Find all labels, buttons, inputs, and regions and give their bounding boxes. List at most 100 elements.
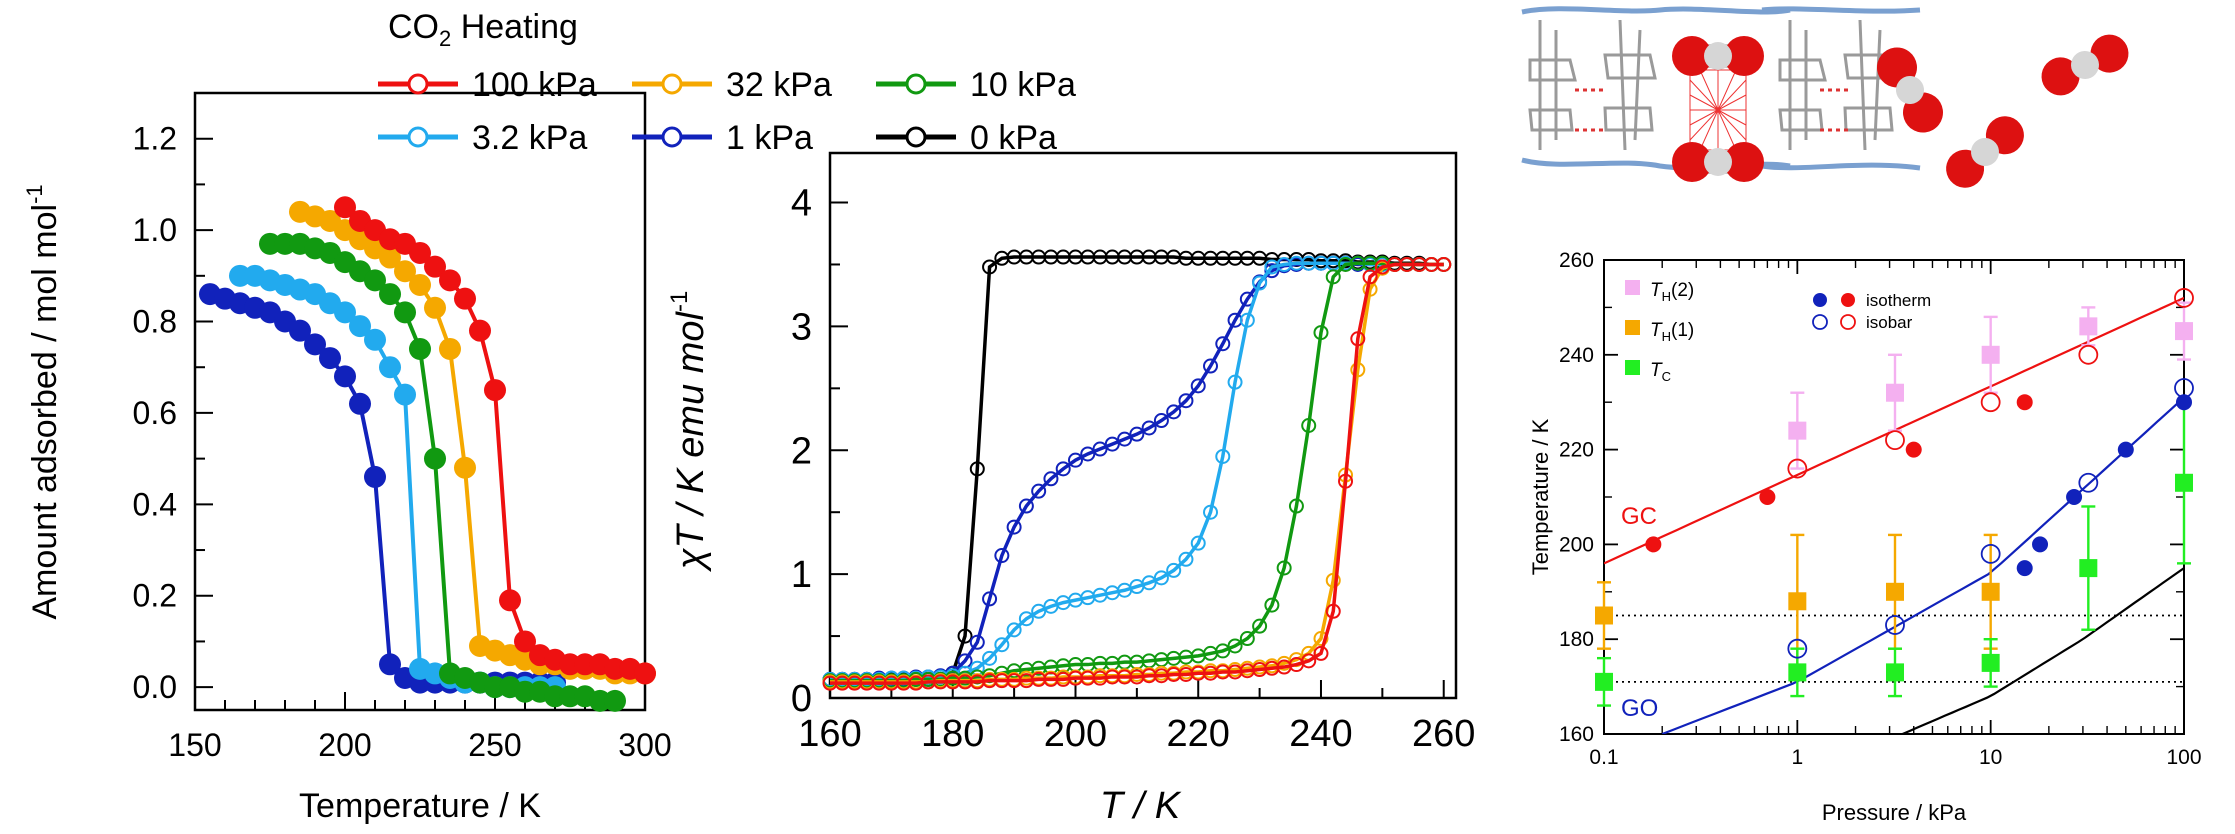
chit-data-point [1325,269,1341,285]
isobar-point [1787,638,1808,659]
adsorption-data-point [289,319,311,342]
legend-marker [407,73,429,95]
y-tick-label: 0.6 [133,395,177,431]
chit-data-point [994,637,1010,653]
adsorption-data-point [454,456,476,479]
chit-data-point [994,548,1010,564]
adsorption-data-point [319,347,341,370]
chit-data-point [982,591,998,607]
chit-data-point [969,461,985,477]
hydrogen-bonds [1575,88,1848,132]
legend-title: CO2 Heating [388,8,578,51]
phase-square-point [1981,345,2000,364]
chit-data-point [1141,575,1157,591]
isobar-point [1787,458,1808,479]
co2-density-mesh [1689,69,1747,151]
adsorption-series-line [240,273,555,690]
chit-data-point [1031,483,1047,499]
chit-data-point [1276,560,1292,576]
isobar-point [1885,430,1905,451]
isotherm-point [2176,394,2192,411]
chit-data-point [1227,374,1243,390]
fit-line [1661,396,2184,734]
adsorption-data-point [379,283,401,306]
isobar-point [2174,378,2194,398]
legend-label: 3.2 kPa [472,119,587,157]
chit-data-point [1252,275,1268,291]
th1-legend-marker [1625,320,1640,335]
adsorption-data-point [514,630,536,653]
isobar-point [1885,615,1905,635]
phase-diagram-chart: 0.1 1 10 100 160 180 200 220 240 260 Temperature … [1528,249,2202,825]
chit-data-point [1043,471,1059,487]
chit-data-point [1018,611,1034,627]
x-tick-label: 200 [318,727,371,763]
adsorption-data-point [439,337,461,360]
y-tick-label: 2 [791,430,812,472]
chit-data-point [1227,638,1243,654]
chit-chart: 160 180 200 220 240 260 0 1 2 3 4 χT / K emu mol-1… [666,151,1476,827]
isotherm-legend-label: isotherm [1866,291,1931,310]
isobar-point [2174,288,2194,308]
y-tick-label: 0.2 [133,578,177,614]
adsorption-data-point [409,337,431,360]
legend-label: 10 kPa [970,66,1076,104]
chit-data-point [1301,418,1317,433]
adsorption-data-point [394,301,416,324]
adsorption-data-point [334,365,356,388]
organic-linkers [1528,19,1897,151]
y-tick-label: 260 [1559,249,1594,272]
adsorption-y-axis-label: Amount adsorbed / mol mol-1 [22,184,64,619]
chit-data-point [1166,562,1182,578]
x-tick-label: 240 [1289,713,1352,755]
chit-data-point [1129,426,1145,442]
adsorption-data-point [484,379,506,402]
co2-molecule [1877,47,1943,133]
th1-legend-label: TH(1) [1650,320,1694,344]
legend-label: 0 kPa [970,119,1057,157]
legend-label: 100 kPa [472,66,597,104]
adsorption-data-point [604,689,626,712]
isotherm-point [2117,441,2134,458]
legend-label: 1 kPa [726,119,813,157]
phase-square-point [2079,559,2098,578]
adsorption-data-point [454,287,476,310]
tc-legend-label: TC [1650,360,1671,384]
adsorption-data-point [334,196,356,219]
chit-data-point [1153,413,1169,429]
isotherm-point [2032,536,2049,553]
fit-line [1902,567,2184,734]
adsorption-data-point [349,392,371,415]
adsorption-data-point [409,273,431,296]
adsorption-data-point [424,447,446,470]
adsorption-series-line [343,205,646,676]
isobar-legend-marker-gc [1840,314,1856,330]
chit-data-point [1325,572,1341,588]
chit-plot-frame [828,151,1458,700]
chit-data-point [1190,535,1206,551]
isotherm-legend-marker-go [1813,293,1827,307]
phase-square-point [2175,322,2193,341]
th2-legend-label: TH(2) [1650,280,1694,304]
chit-data-point [1166,404,1182,420]
legend-marker [661,73,683,95]
chit-data-point [1436,256,1452,272]
framework-chain-top-right [1761,6,1921,14]
framework-chain-top-left [1521,6,1791,15]
adsorption-plot-frame [193,91,647,712]
y-tick-label: 4 [791,183,812,225]
chit-data-point [1362,269,1378,285]
gc-annotation: GC [1621,503,1657,530]
chit-data-point [1092,441,1108,457]
chit-series-line [830,262,1444,685]
chit-data-point [1067,452,1083,468]
co2-molecule [1946,116,2024,188]
phase-square-point [1788,663,1807,682]
chit-data-point [1313,325,1329,341]
chit-ticks: 160 180 200 220 240 260 0 1 2 3 4 [791,183,1476,755]
adsorption-data-point [409,241,431,264]
co2-molecule [2041,34,2129,96]
x-tick-label: 0.1 [1589,746,1618,769]
adsorption-data-point [424,255,446,278]
chit-data-point [1117,431,1133,447]
